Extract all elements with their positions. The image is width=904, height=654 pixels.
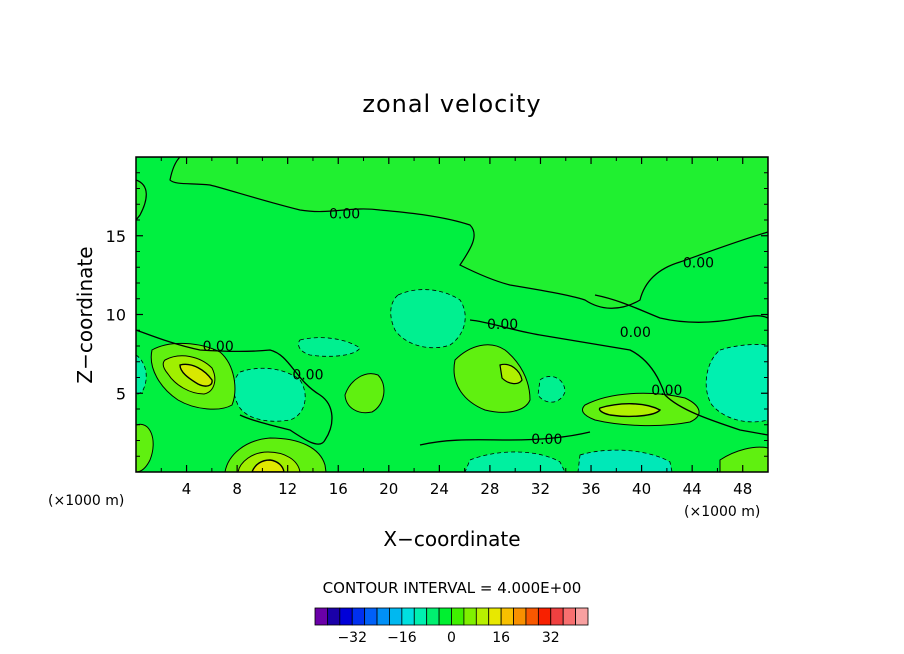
region-pos-5 [344, 373, 385, 414]
colorbar-swatch [364, 607, 378, 626]
contour-line-zero-right [469, 319, 768, 436]
region-pos-4b [598, 403, 662, 418]
colorbar-swatch [500, 607, 514, 626]
contour-line-top-right [594, 294, 768, 323]
colorbar-swatch [488, 607, 502, 626]
y-axis-label: Z−coordinate [73, 246, 97, 383]
colorbar-swatch [438, 607, 452, 626]
contour-label: 0.00 [651, 383, 682, 399]
colorbar-swatch [475, 607, 490, 626]
region-neg-5 [577, 449, 673, 472]
contour-label: 0.00 [292, 367, 323, 383]
contour-label: 0.00 [683, 256, 714, 272]
region-neg-6 [136, 354, 147, 396]
x-tick-label: 44 [683, 480, 702, 498]
region-pos-2c [251, 459, 285, 472]
colorbar-swatch [426, 607, 440, 626]
x-unit-label-left: (×1000 m) [48, 493, 124, 509]
y-tick-label: 15 [106, 227, 126, 246]
colorbar: −32 −16 0 16 32 [314, 607, 589, 646]
x-tick-label: 48 [733, 480, 752, 498]
x-tick-label: 40 [632, 480, 651, 498]
x-tick-label: 24 [430, 480, 449, 498]
region-pos-6 [719, 446, 768, 472]
colorbar-swatch [351, 607, 366, 626]
x-unit-label-right: (×1000 m) [684, 504, 760, 520]
x-tick-label: 4 [182, 480, 192, 498]
colorbar-swatch [550, 607, 564, 626]
colorbar-swatch [413, 607, 428, 626]
colorbar-swatch [451, 607, 465, 626]
colorbar-tick-label: 32 [542, 630, 560, 646]
colorbar-swatch [401, 607, 415, 626]
y-tick-label: 10 [106, 306, 126, 325]
contour-label: 0.00 [487, 317, 518, 333]
y-tick-label: 5 [116, 384, 126, 403]
colorbar-swatch [376, 607, 390, 626]
region-neg-3 [705, 344, 768, 423]
x-axis-label: X−coordinate [383, 527, 520, 551]
x-tick-label: 36 [581, 480, 600, 498]
region-neg-7 [537, 376, 566, 403]
colorbar-swatch [525, 607, 539, 626]
colorbar-swatch [327, 607, 341, 626]
colorbar-swatch [314, 607, 328, 626]
contour-line-zero-lower [419, 431, 591, 446]
colorbar-swatch [513, 607, 527, 626]
x-tick-label: 16 [329, 480, 348, 498]
y-axis: 5 10 15 [106, 172, 768, 457]
x-tick-label: 12 [278, 480, 297, 498]
x-tick-label: 20 [379, 480, 398, 498]
x-tick-label: 32 [531, 480, 550, 498]
contour-label: 0.00 [620, 325, 651, 341]
contour-line-zero-mid [136, 329, 333, 445]
contour-interval-text: CONTOUR INTERVAL = 4.000E+00 [323, 579, 582, 597]
contour-label: 0.00 [329, 207, 360, 223]
x-tick-label: 8 [232, 480, 242, 498]
region-neg-2 [390, 289, 466, 349]
region-top-left [136, 179, 147, 221]
colorbar-tick-label: −16 [387, 630, 417, 646]
region-pos-1c [179, 363, 213, 387]
chart-title: zonal velocity [362, 90, 541, 118]
region-neg-8 [298, 337, 361, 357]
contour-label: 0.00 [531, 432, 562, 448]
x-axis: 4 8 12 16 20 24 28 32 36 40 44 48 [160, 157, 752, 498]
colorbar-tick-label: −32 [337, 630, 367, 646]
colorbar-swatch [339, 607, 353, 626]
contour-field [136, 157, 768, 472]
region-pos-3b [499, 363, 523, 385]
x-tick-label: 28 [480, 480, 499, 498]
colorbar-swatch [389, 607, 403, 626]
colorbar-swatch [463, 607, 477, 626]
contour-labels: 0.00 0.00 0.00 0.00 0.00 0.00 0.00 0.00 [203, 207, 714, 448]
region-upper-positive [136, 157, 768, 309]
colorbar-swatch [562, 607, 576, 626]
colorbar-swatch [575, 607, 589, 626]
region-pos-3 [453, 344, 531, 413]
contour-label: 0.00 [203, 339, 234, 355]
colorbar-swatch [537, 607, 552, 626]
colorbar-tick-label: 16 [492, 630, 510, 646]
colorbar-tick-label: 0 [447, 630, 456, 646]
